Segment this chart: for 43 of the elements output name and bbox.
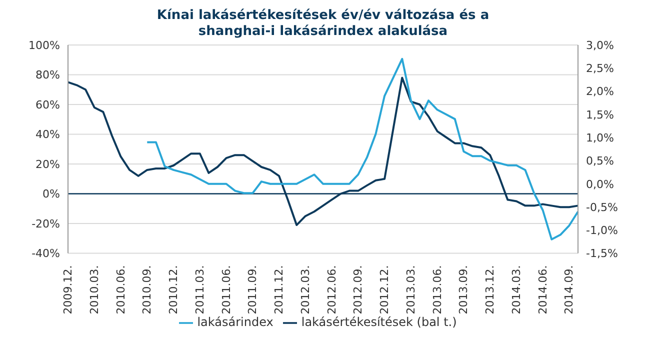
y2-tick-label: 1,5% (586, 108, 614, 122)
y-tick-label: -20% (32, 217, 60, 230)
x-tick-label: 2012.06. (325, 265, 338, 314)
y-tick-label: 100% (28, 38, 60, 52)
legend-label: lakásértékesítések (bal t.) (301, 315, 457, 330)
y2-tick-label: 1,0% (586, 131, 614, 144)
y2-tick-label: -1,5% (586, 247, 618, 260)
x-tick-label: 2013.12. (484, 265, 497, 314)
y2-tick-label: -0,5% (586, 200, 618, 214)
x-tick-label: 2011.03. (193, 265, 206, 314)
line-series (67, 76, 579, 226)
x-tick-label: 2014.09. (562, 265, 576, 314)
x-tick-label: 2010.03. (88, 265, 101, 314)
y-tick-label: 20% (36, 158, 60, 171)
y-tick-label: -40% (32, 247, 60, 260)
line-series (146, 58, 579, 240)
x-tick-label: 2011.09. (246, 265, 260, 314)
x-tick-label: 2013.03. (404, 265, 418, 314)
x-tick-label: 2011.06. (220, 265, 233, 314)
chart-title: Kínai lakásértékesítések év/év változása és a shanghai-i lakásárindex alakulása (156, 8, 490, 40)
x-tick-label: 2011.12. (272, 265, 286, 314)
y2-tick-label: 2,5% (586, 62, 614, 76)
y-tick-label: 60% (36, 98, 60, 112)
y2-tick-label: 3,0% (586, 38, 614, 52)
x-tick-label: 2014.03. (510, 265, 523, 314)
x-tick-label: 2013.06. (430, 265, 444, 314)
y2-tick-label: -1,0% (586, 224, 618, 238)
x-tick-label: 2009.12. (62, 265, 74, 314)
x-tick-label: 2010.06. (114, 265, 128, 314)
y-tick-label: 80% (36, 68, 60, 82)
y2-tick-label: 2,0% (586, 85, 614, 98)
y-tick-label: 0% (42, 188, 60, 201)
x-tick-label: 2010.09. (140, 265, 154, 314)
legend-label: lakásárindex (197, 315, 274, 330)
y-tick-label: 40% (36, 128, 60, 142)
x-tick-label: 2013.09. (457, 265, 470, 314)
x-tick-label: 2014.06. (536, 265, 550, 314)
y2-tick-label: 0,0% (586, 178, 614, 191)
x-tick-label: 2012.09. (352, 265, 365, 314)
y2-tick-label: 0,5% (586, 154, 614, 168)
x-tick-label: 2010.12. (167, 265, 180, 314)
x-tick-label: 2012.12. (378, 265, 392, 314)
x-tick-label: 2012.03. (298, 265, 312, 314)
